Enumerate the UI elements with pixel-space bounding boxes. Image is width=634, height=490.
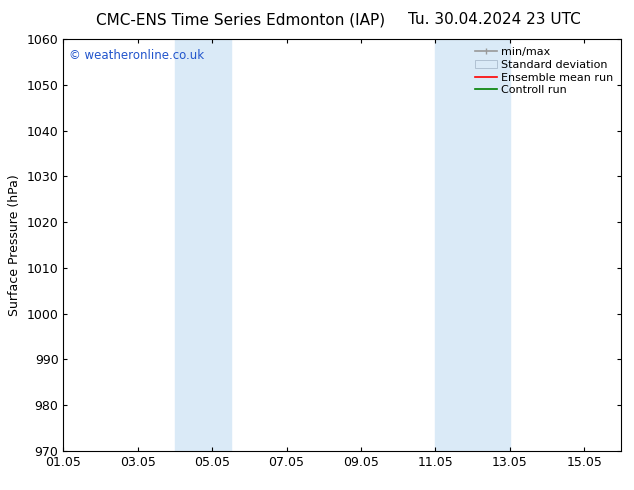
Legend: min/max, Standard deviation, Ensemble mean run, Controll run: min/max, Standard deviation, Ensemble me… <box>470 43 618 100</box>
Text: © weatheronline.co.uk: © weatheronline.co.uk <box>69 49 204 63</box>
Text: Tu. 30.04.2024 23 UTC: Tu. 30.04.2024 23 UTC <box>408 12 581 27</box>
Bar <box>436 39 510 451</box>
Bar <box>175 39 231 451</box>
Text: CMC-ENS Time Series Edmonton (IAP): CMC-ENS Time Series Edmonton (IAP) <box>96 12 385 27</box>
Y-axis label: Surface Pressure (hPa): Surface Pressure (hPa) <box>8 174 21 316</box>
